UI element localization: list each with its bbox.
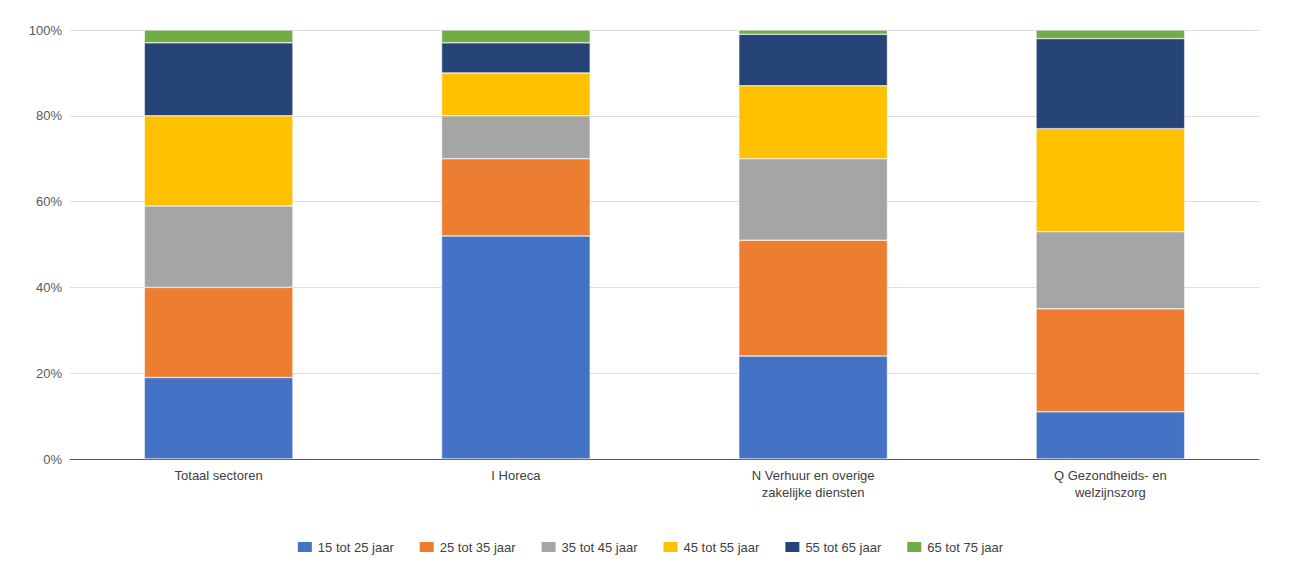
svg-text:Totaal sectoren: Totaal sectoren [175,468,263,483]
svg-text:100%: 100% [29,23,63,38]
svg-text:60%: 60% [36,194,62,209]
svg-text:25 tot 35 jaar: 25 tot 35 jaar [440,540,517,555]
svg-text:Q Gezondheids- en: Q Gezondheids- en [1054,468,1167,483]
svg-text:45 tot 55 jaar: 45 tot 55 jaar [684,540,761,555]
svg-text:35 tot 45 jaar: 35 tot 45 jaar [562,540,639,555]
svg-text:20%: 20% [36,366,62,381]
svg-text:40%: 40% [36,280,62,295]
svg-text:N Verhuur en overige: N Verhuur en overige [752,468,875,483]
svg-text:15 tot 25 jaar: 15 tot 25 jaar [318,540,395,555]
svg-text:welzijnszorg: welzijnszorg [1074,485,1146,500]
svg-text:I Horeca: I Horeca [491,468,541,483]
svg-text:0%: 0% [43,452,62,467]
svg-text:65 tot 75 jaar: 65 tot 75 jaar [927,540,1004,555]
svg-text:55 tot 65 jaar: 55 tot 65 jaar [805,540,882,555]
svg-text:80%: 80% [36,108,62,123]
svg-text:zakelijke diensten: zakelijke diensten [762,485,865,500]
